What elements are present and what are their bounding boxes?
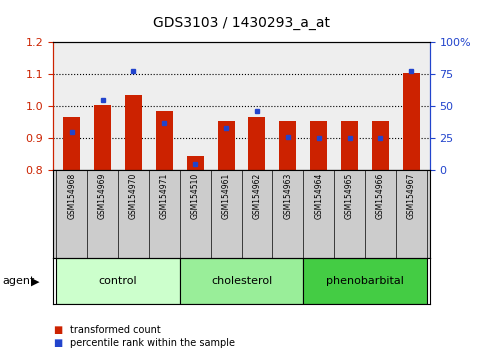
- Text: GSM154962: GSM154962: [253, 172, 261, 219]
- Bar: [279, 121, 296, 170]
- Bar: [403, 73, 420, 170]
- Text: ▶: ▶: [31, 276, 40, 286]
- Text: GSM154967: GSM154967: [407, 172, 416, 219]
- Text: control: control: [99, 276, 137, 286]
- Text: percentile rank within the sample: percentile rank within the sample: [70, 338, 235, 348]
- Bar: [56, 258, 180, 304]
- Bar: [180, 258, 303, 304]
- Bar: [94, 105, 111, 170]
- Text: GSM154970: GSM154970: [129, 172, 138, 219]
- Text: GSM154971: GSM154971: [160, 172, 169, 219]
- Text: GSM154963: GSM154963: [284, 172, 292, 219]
- Bar: [248, 118, 266, 170]
- Text: phenobarbital: phenobarbital: [326, 276, 404, 286]
- Bar: [303, 258, 427, 304]
- Text: transformed count: transformed count: [70, 325, 161, 335]
- Text: ■: ■: [53, 325, 62, 335]
- Bar: [187, 156, 204, 170]
- Bar: [63, 118, 80, 170]
- Text: ■: ■: [53, 338, 62, 348]
- Text: GSM154969: GSM154969: [98, 172, 107, 219]
- Bar: [217, 121, 235, 170]
- Text: GSM154968: GSM154968: [67, 172, 76, 219]
- Text: GSM154965: GSM154965: [345, 172, 354, 219]
- Bar: [125, 95, 142, 170]
- Bar: [310, 121, 327, 170]
- Text: cholesterol: cholesterol: [211, 276, 272, 286]
- Text: GSM154966: GSM154966: [376, 172, 385, 219]
- Text: GSM154964: GSM154964: [314, 172, 323, 219]
- Bar: [341, 121, 358, 170]
- Bar: [156, 111, 173, 170]
- Text: GDS3103 / 1430293_a_at: GDS3103 / 1430293_a_at: [153, 16, 330, 30]
- Text: agent: agent: [2, 276, 35, 286]
- Text: GSM154961: GSM154961: [222, 172, 230, 219]
- Text: GSM154510: GSM154510: [191, 172, 199, 219]
- Bar: [372, 121, 389, 170]
